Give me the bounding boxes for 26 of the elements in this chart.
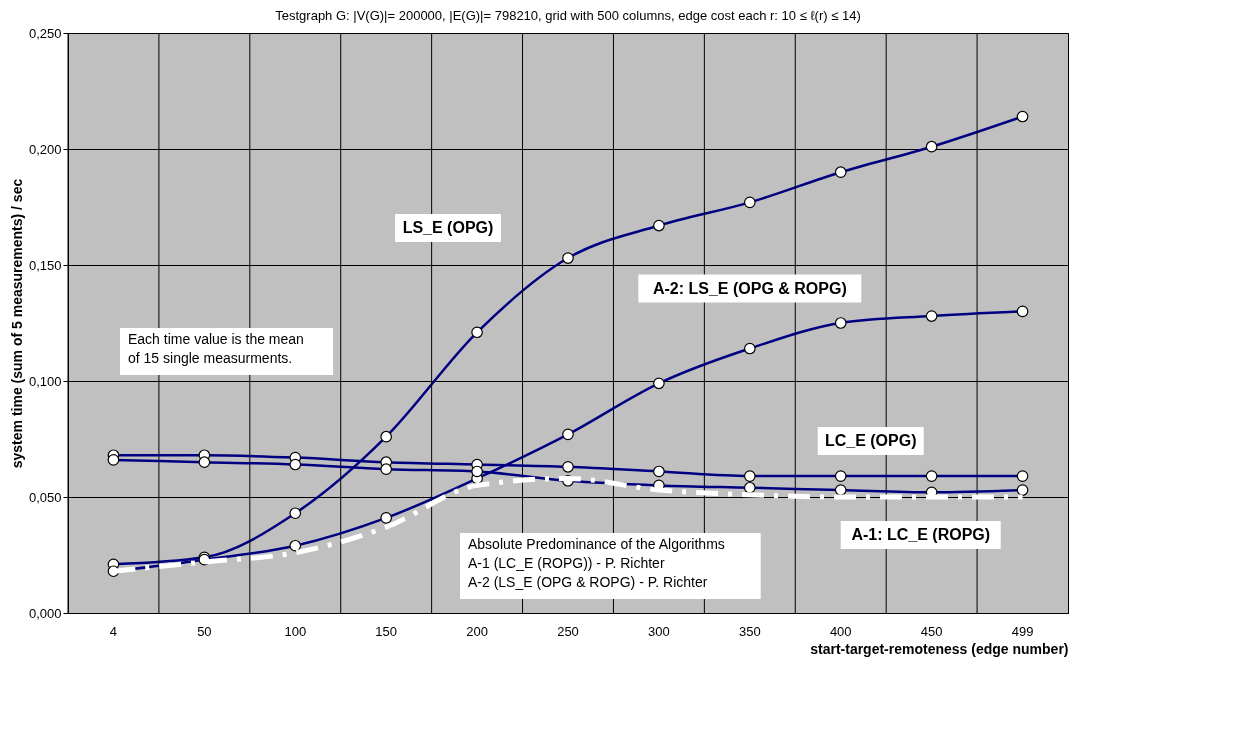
series-label: LC_E (OPG) xyxy=(824,432,917,450)
y-tick-label: 0,100 xyxy=(28,373,62,389)
annotation: Absolute Predominance of the Algorithms A-1 (LC_E (ROPG)) - P. Richter A-2 (LS_E (OPG & ROPG) - P. Richter xyxy=(468,536,725,590)
y-tick-label: 0,050 xyxy=(28,489,62,505)
chart-title: Testgraph G: |V(G)|= 200000, |E(G)|= 798210, grid with 500 columns, edge cost each r: 10 ≤ ℓ(r) ≤ 14) xyxy=(275,8,861,23)
x-tick-label: 250 xyxy=(557,623,579,639)
x-tick-label: 450 xyxy=(920,623,943,639)
y-tick-label: 0,250 xyxy=(28,25,62,41)
x-tick-label: 499 xyxy=(1011,623,1034,639)
y-tick-label: 0,000 xyxy=(28,605,62,621)
y-tick-label: 0,200 xyxy=(28,141,62,157)
x-tick-label: 150 xyxy=(375,623,398,639)
x-tick-label: 50 xyxy=(197,623,212,639)
series-label: A-2: LS_E (OPG & ROPG) xyxy=(652,279,847,297)
x-tick-label: 350 xyxy=(738,623,761,639)
x-tick-label: 300 xyxy=(648,623,670,639)
x-tick-label: 4 xyxy=(109,623,118,639)
x-tick-label: 400 xyxy=(829,623,852,639)
y-axis-title: system time (sum of 5 measurements) / sec xyxy=(8,178,25,469)
y-tick-label: 0,150 xyxy=(28,257,62,273)
x-tick-label: 100 xyxy=(284,623,307,639)
text: LS_E (OPG) xyxy=(402,219,494,237)
text: A-1: LC_E (ROPG) xyxy=(851,526,991,544)
x-tick-label: 200 xyxy=(466,623,488,639)
annotation: Each time value is the mean of 15 single measurments. xyxy=(128,331,304,366)
x-axis-title: start-target-remoteness (edge number) xyxy=(810,640,1069,657)
